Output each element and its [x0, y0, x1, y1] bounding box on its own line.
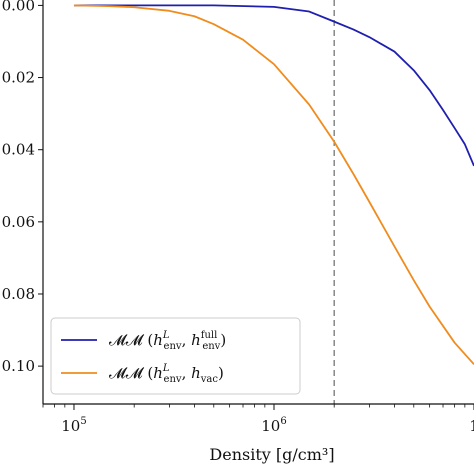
- x-tick-label: 105: [61, 416, 86, 435]
- x-axis-label: Density [g/cm³]: [209, 445, 334, 464]
- legend: 𝓜𝓜 (hL env, hfull env) 𝓜𝓜 (hL env, hvac): [50, 317, 301, 395]
- series-line-1: [73, 4, 474, 167]
- x-tick-label: 106: [261, 416, 286, 435]
- y-tick-label: 0.10: [2, 357, 35, 375]
- y-tick-label: 0.02: [2, 69, 35, 87]
- plot-area: [73, 0, 474, 404]
- y-axis: 0.00 0.02 0.04 0.06 0.08 0.10: [2, 0, 44, 404]
- y-tick-label: 0.06: [2, 213, 35, 231]
- series-line-2: [73, 4, 474, 365]
- y-tick-label: 0.08: [2, 285, 35, 303]
- x-axis: 105 106 1: [42, 403, 474, 435]
- y-tick-label: 0.00: [2, 0, 35, 14]
- legend-label-1: 𝓜𝓜 (hL env, hfull env): [109, 330, 226, 352]
- x-tick-label: 1: [469, 417, 474, 435]
- legend-box: [50, 317, 301, 395]
- legend-label-2: 𝓜𝓜 (hL env, hvac): [109, 363, 224, 385]
- y-tick-label: 0.04: [2, 141, 35, 159]
